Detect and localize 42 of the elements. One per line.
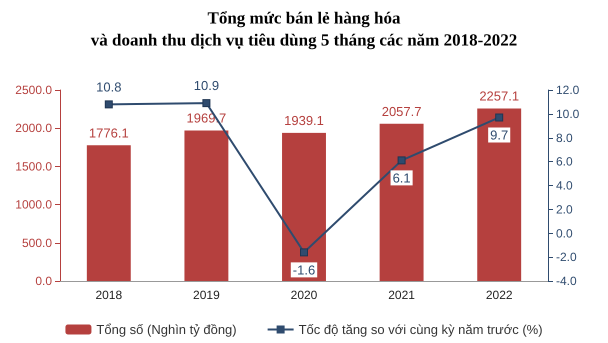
y-tick-label: 2000.0 — [15, 121, 52, 136]
data-label: 10.8 — [96, 79, 122, 94]
x-tick-label: 2022 — [486, 288, 513, 302]
bar — [477, 108, 522, 281]
data-label: 10.9 — [194, 78, 220, 94]
y2-tick-label: 6.0 — [556, 154, 574, 169]
bar — [380, 124, 424, 281]
x-tick-label: 2019 — [193, 288, 220, 302]
y2-tick-label: -4.0 — [556, 274, 578, 288]
y-tick-label: 1000.0 — [15, 198, 52, 212]
data-label: 6.1 — [392, 170, 411, 186]
data-label: 9.7 — [490, 127, 508, 142]
y-tick-label: 500.0 — [22, 236, 52, 250]
y2-tick-label: 12.0 — [556, 83, 580, 97]
data-label: 2057.7 — [382, 104, 422, 119]
y-tick-label: 0.0 — [35, 274, 52, 288]
y2-tick-label: 4.0 — [556, 178, 574, 192]
x-tick-label: 2020 — [290, 288, 318, 302]
bar — [282, 132, 326, 281]
data-label: 1776.1 — [88, 125, 129, 140]
data-label: 1939.1 — [284, 112, 324, 128]
y2-tick-label: 2.0 — [556, 202, 574, 216]
data-label: 2257.1 — [479, 88, 520, 104]
y2-tick-label: 10.0 — [556, 106, 580, 121]
legend-label: Tổng số (Nghìn tỷ đồng) — [96, 322, 237, 337]
point — [104, 100, 113, 108]
x-tick-label: 2021 — [388, 288, 416, 302]
y2-tick-label: 0.0 — [556, 226, 574, 240]
y2-tick-label: 8.0 — [556, 130, 574, 145]
point — [202, 99, 210, 108]
x-tick-label: 2018 — [95, 288, 122, 302]
chart-title: Tổng mức bán lẻ hàng hóa và doanh thu dịch vụ tiêu dùng 5 tháng các năm 2018-2022 — [90, 8, 518, 50]
bar — [86, 145, 131, 281]
point — [300, 248, 308, 256]
y-tick-label: 2500.0 — [15, 83, 52, 97]
y-tick-label: 1500.0 — [15, 159, 52, 174]
point — [495, 113, 504, 122]
y2-tick-label: -2.0 — [556, 250, 578, 264]
legend-label: Tốc độ tăng so với cùng kỳ năm trước (%) — [298, 322, 543, 337]
bar — [184, 130, 228, 281]
point — [398, 156, 406, 164]
data-label: -1.6 — [292, 262, 316, 278]
